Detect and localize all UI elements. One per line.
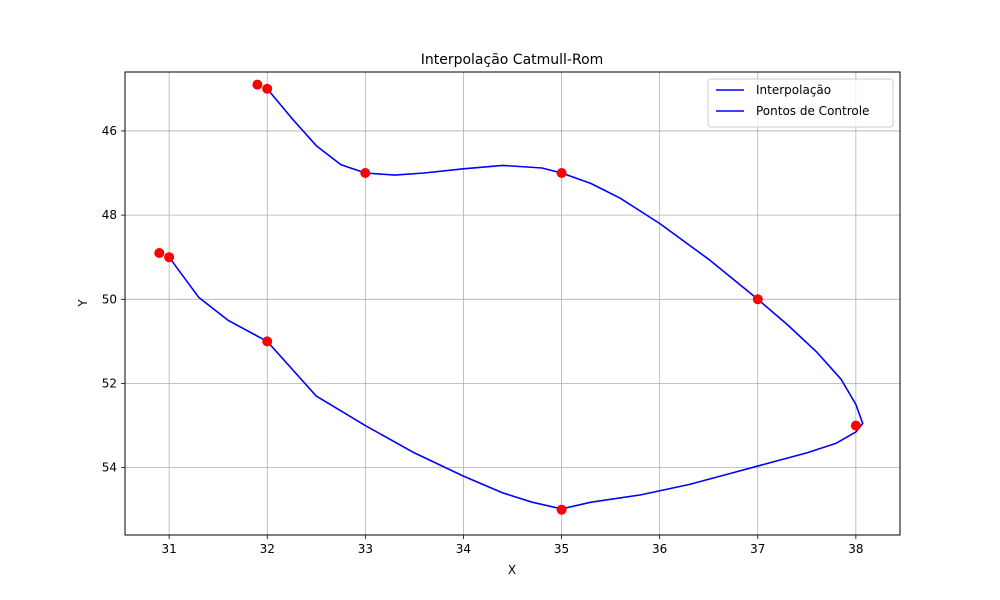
control-point <box>752 294 763 305</box>
legend-label-interpolacao: Interpolação <box>756 83 831 97</box>
x-tick-label: 33 <box>358 542 373 556</box>
control-point <box>262 336 273 347</box>
tick-layer: 31 32 33 34 35 36 37 38 46 48 50 52 54 <box>102 124 864 556</box>
x-tick-label: 36 <box>652 542 667 556</box>
legend-label-pontos-de-controle: Pontos de Controle <box>756 104 869 118</box>
chart-title: Interpolação Catmull-Rom <box>421 52 604 68</box>
x-tick-label: 31 <box>162 542 177 556</box>
y-tick-label: 48 <box>102 208 117 222</box>
control-point <box>262 83 273 94</box>
legend: Interpolação Pontos de Controle <box>707 78 894 128</box>
x-tick-label: 32 <box>260 542 275 556</box>
interpolation-line <box>168 88 864 510</box>
y-tick-label: 46 <box>102 124 117 138</box>
y-tick-label: 50 <box>102 292 117 306</box>
y-axis-label: Y <box>76 299 90 308</box>
plot-frame <box>124 71 901 536</box>
control-point <box>154 248 165 258</box>
control-point <box>360 168 371 178</box>
x-axis-label: X <box>508 563 516 577</box>
y-tick-label: 52 <box>102 376 117 390</box>
x-tick-label: 37 <box>750 542 765 556</box>
marker-layer <box>154 79 861 515</box>
control-point <box>556 168 567 178</box>
series-layer <box>168 88 864 510</box>
control-point <box>556 504 567 515</box>
control-point <box>850 420 861 431</box>
x-tick-label: 38 <box>848 542 863 556</box>
control-point <box>164 252 175 263</box>
y-tick-label: 54 <box>102 461 117 475</box>
legend-box <box>707 78 894 128</box>
control-point <box>252 79 263 90</box>
grid-layer <box>125 72 900 535</box>
x-tick-label: 35 <box>554 542 569 556</box>
x-tick-label: 34 <box>456 542 471 556</box>
